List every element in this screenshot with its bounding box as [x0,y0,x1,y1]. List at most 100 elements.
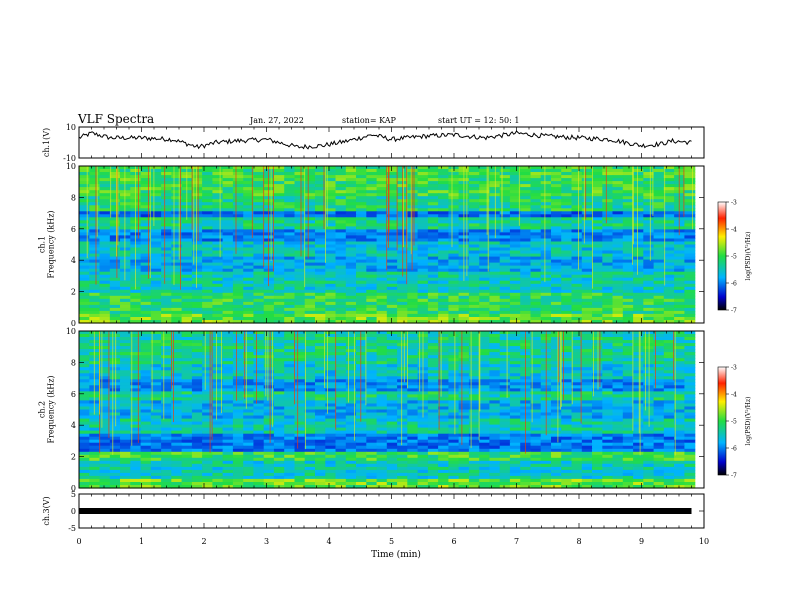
spectrogram-cell [407,361,419,365]
spectrogram-cell [243,358,255,362]
spectrogram-cell [356,388,367,392]
spectrogram-cell [171,337,183,341]
spectrogram-cell [161,382,172,386]
spectrogram-cell [438,289,449,294]
spectrogram-cell [417,226,429,230]
spectrogram-cell [253,388,265,392]
spectrogram-cell [653,274,665,279]
spectrogram-cell [417,301,429,306]
spectrogram-cell [551,208,562,212]
spectrogram-cell [520,247,532,252]
spectrogram-cell [345,379,357,383]
spectrogram-cell [253,190,265,194]
spectrogram-cell [181,268,193,273]
spectrogram-cell [468,367,480,371]
spectrogram-cell [345,301,357,306]
spectrogram-cell [386,247,398,252]
spectrogram-cell [284,193,296,197]
spectrogram-cell [325,343,337,347]
spectrogram-cell [684,250,696,255]
spectrogram-cell [89,193,101,197]
spectrogram-cell [407,337,419,341]
spectrogram-cell [468,268,480,273]
spectrogram-cell [140,385,152,389]
spectrogram-cell [345,394,357,398]
spectrogram-cell [366,340,378,344]
spectrogram-cell [633,370,644,374]
spectrogram-cell [130,370,142,374]
y-tick-label: 0 [71,319,76,328]
spectrogram-cell [89,250,101,255]
spectrogram-cell [99,214,111,218]
spectrogram-cell [509,265,521,270]
spectrogram-cell [612,310,624,315]
spectrogram-cell [150,397,162,401]
spectrogram-cell [191,382,203,386]
spectrogram-cell [181,220,193,224]
spectrogram-cell [561,271,573,276]
spectrogram-cell [150,340,162,344]
spectrogram-cell [222,208,234,212]
spectrogram-cell [222,286,234,291]
spectrogram-cell [551,274,562,279]
spectrogram-cell [294,313,306,318]
spectrogram-cell [212,373,224,377]
spectrogram-cell [294,382,306,386]
spectrogram-cell [592,334,603,338]
spectrogram-cell [427,352,439,356]
spectrogram-cell [345,223,357,227]
spectrogram-cell [243,334,255,338]
spectrogram-cell [489,313,501,318]
spectrogram-cell [571,346,583,350]
spectrogram-cell [581,274,593,279]
spectrogram-cell [202,346,213,350]
spectrogram-cell [622,181,634,185]
spectrogram-cell [120,250,131,255]
spectrogram-cell [345,298,357,303]
spectrogram-cell [171,253,183,258]
spectrogram-cell [263,271,275,276]
spectrogram-cell [335,217,347,221]
spectrogram-cell [458,307,470,312]
spectrogram-cell [684,217,696,221]
spectrogram-cell [448,178,460,182]
spectrogram-cell [140,226,152,230]
spectrogram-cell [499,352,511,356]
spectrogram-cell [140,214,152,218]
spectrogram-cell [622,379,634,383]
spectrogram-cell [489,232,501,236]
spectrogram-cell [653,313,665,318]
spectrogram-cell [376,196,388,200]
spectrogram-cell [551,307,562,312]
spectrogram-cell [684,265,696,270]
spectrogram-cell [345,334,357,338]
spectrogram-cell [345,169,357,173]
spectrogram-cell [99,244,111,249]
spectrogram-cell [633,172,644,176]
spectrogram-cell [663,214,675,218]
spectrogram-cell [325,313,337,318]
spectrogram-cell [571,217,583,221]
spectrogram-cell [202,388,213,392]
spectrogram-cell [79,301,90,306]
spectrogram-cell [663,304,675,309]
spectrogram-cell [263,394,275,398]
spectrogram-cell [376,317,388,321]
spectrogram-cell [530,379,542,383]
spectrogram-cell [633,289,644,294]
spectrogram-cell [397,343,408,347]
spectrogram-cell [653,367,665,371]
spectrogram-cell [684,283,696,288]
spectrogram-cell [253,394,265,398]
spectrogram-cell [366,385,378,389]
spectrogram-cell [602,373,614,377]
spectrogram-cell [109,250,121,255]
spectrogram-cell [191,268,203,273]
spectrogram-cell [263,211,275,215]
spectrogram-cell [622,313,634,318]
spectrogram-cell [407,320,419,324]
spectrogram-cell [150,310,162,315]
spectrogram-cell [140,397,152,401]
spectrogram-cell [633,244,644,249]
spectrogram-cell [438,301,449,306]
